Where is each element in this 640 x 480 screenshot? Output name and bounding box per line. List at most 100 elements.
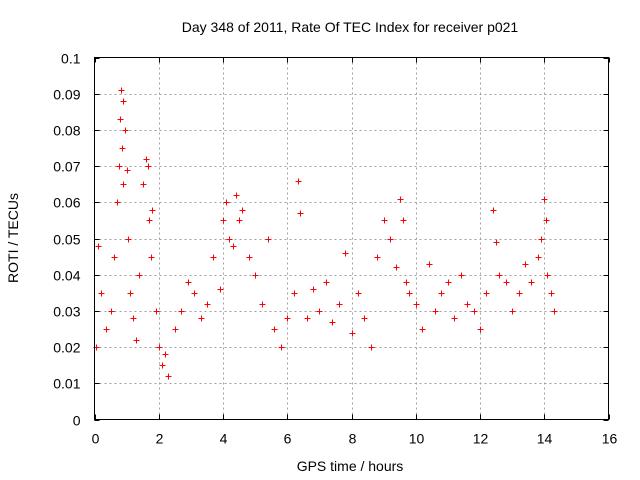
data-point bbox=[156, 344, 163, 351]
data-point bbox=[304, 315, 311, 322]
x-tick-label: 10 bbox=[409, 431, 425, 447]
data-point bbox=[368, 344, 375, 351]
data-point bbox=[336, 301, 343, 308]
data-point bbox=[118, 87, 125, 94]
data-point bbox=[159, 362, 166, 369]
data-point bbox=[145, 163, 152, 170]
data-point bbox=[538, 236, 545, 243]
data-point bbox=[239, 207, 246, 214]
data-point bbox=[162, 351, 169, 358]
data-point bbox=[130, 315, 137, 322]
x-tick-label: 0 bbox=[92, 431, 100, 447]
data-point bbox=[381, 217, 388, 224]
data-point bbox=[477, 326, 484, 333]
data-point bbox=[120, 181, 127, 188]
data-point bbox=[98, 290, 105, 297]
data-point bbox=[153, 308, 160, 315]
data-point bbox=[136, 272, 143, 279]
y-tick-label: 0.1 bbox=[61, 51, 81, 67]
data-point bbox=[397, 196, 404, 203]
y-tick-label: 0.03 bbox=[53, 304, 80, 320]
data-point bbox=[103, 326, 110, 333]
data-point bbox=[146, 217, 153, 224]
data-point bbox=[516, 290, 523, 297]
y-tick-label: 0.09 bbox=[53, 87, 80, 103]
x-tick-label: 16 bbox=[602, 431, 618, 447]
data-point bbox=[535, 254, 542, 261]
data-point bbox=[172, 326, 179, 333]
data-point bbox=[295, 178, 302, 185]
data-point bbox=[116, 163, 123, 170]
data-point bbox=[349, 330, 356, 337]
data-point bbox=[406, 290, 413, 297]
data-point bbox=[204, 301, 211, 308]
data-point bbox=[329, 319, 336, 326]
data-point bbox=[191, 290, 198, 297]
data-point bbox=[271, 326, 278, 333]
data-point bbox=[149, 207, 156, 214]
data-point bbox=[178, 308, 185, 315]
data-point bbox=[426, 261, 433, 268]
data-point bbox=[223, 199, 230, 206]
data-point bbox=[236, 217, 243, 224]
plot-frame bbox=[94, 57, 609, 420]
data-point bbox=[316, 308, 323, 315]
data-point bbox=[493, 239, 500, 246]
data-point bbox=[451, 315, 458, 322]
grid-lines bbox=[94, 57, 609, 420]
data-point bbox=[278, 344, 285, 351]
data-point bbox=[111, 254, 118, 261]
data-point bbox=[125, 236, 132, 243]
data-point bbox=[438, 290, 445, 297]
data-point bbox=[544, 272, 551, 279]
data-point bbox=[522, 261, 529, 268]
data-point bbox=[403, 279, 410, 286]
x-axis-label: GPS time / hours bbox=[297, 458, 404, 474]
y-tick-label: 0.06 bbox=[53, 195, 80, 211]
data-point bbox=[119, 145, 126, 152]
data-point bbox=[490, 207, 497, 214]
data-point bbox=[120, 98, 127, 105]
data-point bbox=[210, 254, 217, 261]
data-point bbox=[445, 279, 452, 286]
data-point bbox=[387, 236, 394, 243]
x-tick-label: 14 bbox=[537, 431, 553, 447]
data-point bbox=[108, 308, 115, 315]
data-point bbox=[226, 236, 233, 243]
data-point bbox=[127, 290, 134, 297]
data-point bbox=[342, 250, 349, 257]
data-point bbox=[246, 254, 253, 261]
data-point bbox=[124, 167, 131, 174]
x-tick-label: 6 bbox=[284, 431, 292, 447]
data-point bbox=[496, 272, 503, 279]
data-point bbox=[291, 290, 298, 297]
data-point bbox=[503, 279, 510, 286]
data-point bbox=[117, 116, 124, 123]
data-point bbox=[458, 272, 465, 279]
y-tick-label: 0.07 bbox=[53, 159, 80, 175]
data-point bbox=[393, 264, 400, 271]
y-tick-label: 0 bbox=[73, 413, 81, 429]
data-point bbox=[140, 181, 147, 188]
data-point bbox=[413, 301, 420, 308]
data-point bbox=[323, 279, 330, 286]
data-point bbox=[541, 196, 548, 203]
x-tick-label: 8 bbox=[349, 431, 357, 447]
y-tick-label: 0.04 bbox=[53, 268, 80, 284]
data-point bbox=[374, 254, 381, 261]
data-point bbox=[148, 254, 155, 261]
x-tick-label: 12 bbox=[473, 431, 489, 447]
data-point bbox=[464, 301, 471, 308]
y-axis-label: ROTI / TECUs bbox=[5, 193, 21, 283]
y-tick-label: 0.08 bbox=[53, 123, 80, 139]
data-point bbox=[471, 308, 478, 315]
data-point bbox=[165, 373, 172, 380]
data-point bbox=[432, 308, 439, 315]
data-point bbox=[483, 290, 490, 297]
data-point bbox=[143, 156, 150, 163]
x-axis-ticks: 0 2 4 6 8 10 12 14 16 bbox=[92, 57, 618, 447]
data-point bbox=[543, 217, 550, 224]
data-point bbox=[310, 286, 317, 293]
data-point bbox=[419, 326, 426, 333]
